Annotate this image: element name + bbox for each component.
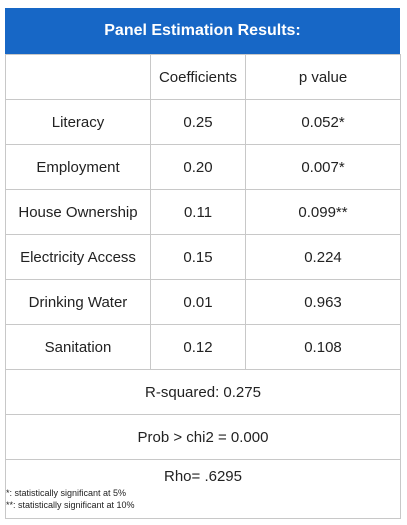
data-cell: 0.099**: [245, 189, 401, 235]
data-cell: 0.052*: [245, 99, 401, 145]
data-cell: 0.01: [150, 279, 246, 325]
data-row: House Ownership 0.11 0.099**: [5, 189, 401, 235]
summary-row: R-squared: 0.275: [5, 369, 401, 415]
data-row: Literacy 0.25 0.052*: [5, 99, 401, 145]
row-label: House Ownership: [5, 189, 151, 235]
data-row: Sanitation 0.12 0.108: [5, 324, 401, 370]
summary-text: Prob > chi2 = 0.000: [137, 428, 269, 446]
summary-row: Rho= .6295 *: statistically significant a…: [5, 459, 401, 519]
panel-title: Panel Estimation Results:: [5, 8, 400, 54]
header-cell: p value: [245, 54, 401, 100]
header-row: Coefficients p value: [5, 54, 401, 100]
row-label: Employment: [5, 144, 151, 190]
summary-cell: R-squared: 0.275: [5, 369, 401, 415]
data-cell: 0.15: [150, 234, 246, 280]
summary-cell: Prob > chi2 = 0.000: [5, 414, 401, 460]
row-label: Electricity Access: [5, 234, 151, 280]
summary-cell: Rho= .6295 *: statistically significant a…: [5, 459, 401, 519]
row-label: Literacy: [5, 99, 151, 145]
summary-text: Rho= .6295: [164, 468, 242, 485]
summary-text: R-squared: 0.275: [145, 383, 261, 401]
data-cell: 0.12: [150, 324, 246, 370]
data-cell: 0.11: [150, 189, 246, 235]
data-row: Drinking Water 0.01 0.963: [5, 279, 401, 325]
data-cell: 0.25: [150, 99, 246, 145]
header-cell: [5, 54, 151, 100]
row-label: Sanitation: [5, 324, 151, 370]
data-row: Electricity Access 0.15 0.224: [5, 234, 401, 280]
data-cell: 0.963: [245, 279, 401, 325]
footnote: *: statistically significant at 5%: [6, 488, 127, 498]
data-cell: 0.224: [245, 234, 401, 280]
data-cell: 0.20: [150, 144, 246, 190]
row-label: Drinking Water: [5, 279, 151, 325]
summary-row: Prob > chi2 = 0.000: [5, 414, 401, 460]
footnote: **: statistically significant at 10%: [6, 500, 135, 510]
data-cell: 0.007*: [245, 144, 401, 190]
header-cell: Coefficients: [150, 54, 246, 100]
results-table: Coefficients p value Literacy 0.25 0.052* Emp…: [5, 54, 401, 519]
results-panel: Panel Estimation Results: Coefficients p …: [5, 8, 401, 519]
data-cell: 0.108: [245, 324, 401, 370]
data-row: Employment 0.20 0.007*: [5, 144, 401, 190]
